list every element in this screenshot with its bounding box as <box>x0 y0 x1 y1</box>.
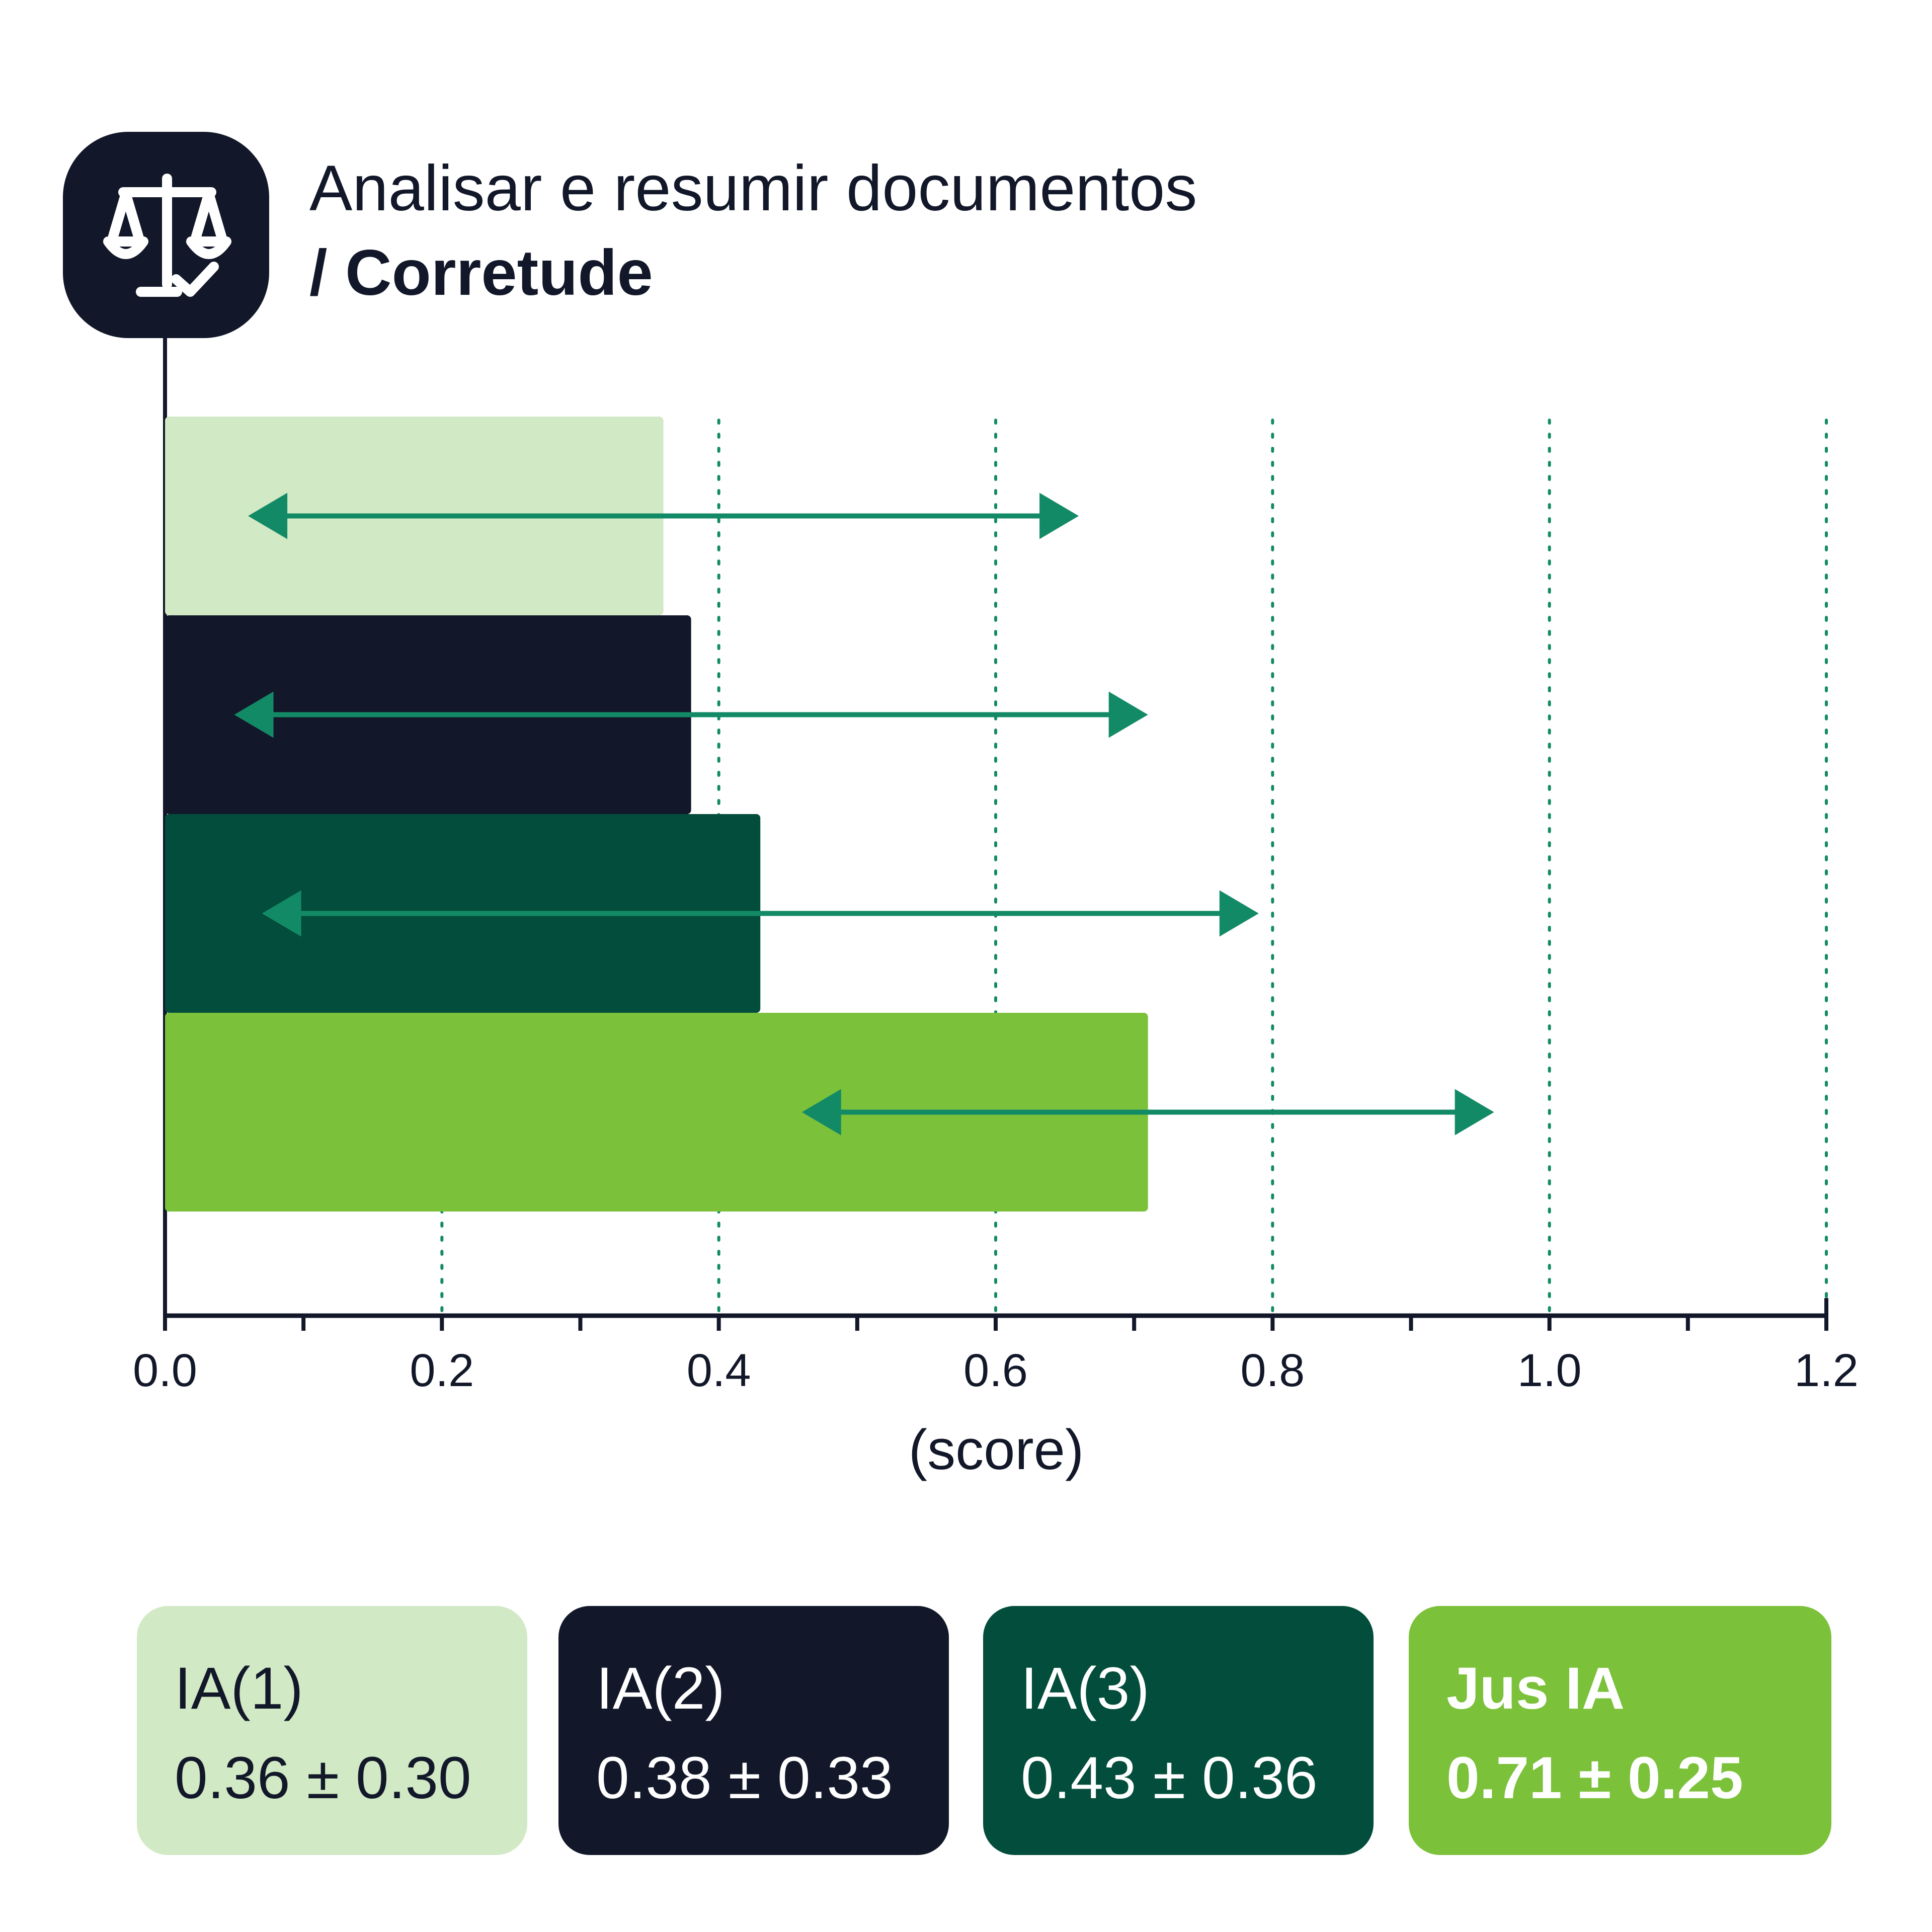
scales-check-icon <box>63 132 269 338</box>
error-arrow-head-left <box>234 691 274 738</box>
error-arrow <box>234 691 1148 738</box>
x-axis-label: (score) <box>909 1418 1084 1481</box>
legend-card-ia1: IA(1) 0.36 ± 0.30 <box>137 1606 527 1855</box>
legend-label: IA(2) <box>596 1655 725 1722</box>
error-arrow-head-left <box>262 890 301 937</box>
bar <box>165 1013 1148 1212</box>
legend-value: 0.71 ± 0.25 <box>1446 1745 1743 1811</box>
bars <box>165 417 1148 1212</box>
chart-title: Analisar e resumir documentos <box>309 152 1197 224</box>
legend-label: IA(1) <box>175 1655 303 1722</box>
error-arrows <box>234 493 1494 1136</box>
legend-value: 0.43 ± 0.36 <box>1021 1745 1318 1811</box>
legend-label: IA(3) <box>1021 1655 1150 1722</box>
error-arrow-head-right <box>1219 890 1259 937</box>
legend: IA(1) 0.36 ± 0.30 IA(2) 0.38 ± 0.33 IA(3… <box>137 1606 1847 1855</box>
x-tick-label: 0.6 <box>963 1345 1028 1396</box>
legend-value: 0.38 ± 0.33 <box>596 1745 893 1811</box>
error-arrow <box>248 493 1079 539</box>
x-tick-label: 1.0 <box>1517 1345 1582 1396</box>
error-arrow-head-left <box>248 493 288 539</box>
chart-subtitle: / Corretude <box>309 237 653 309</box>
legend-card-ia3: IA(3) 0.43 ± 0.36 <box>983 1606 1374 1855</box>
error-arrow-head-right <box>1039 493 1079 539</box>
legend-value: 0.36 ± 0.30 <box>175 1745 471 1811</box>
x-axis: 0.0 0.2 0.4 0.6 0.8 1.0 1.2 <box>133 1298 1859 1396</box>
error-arrow-head-left <box>801 1089 841 1136</box>
x-tick-label: 0.8 <box>1240 1345 1305 1396</box>
x-tick-label: 0.2 <box>410 1345 474 1396</box>
legend-card-ia2: IA(2) 0.38 ± 0.33 <box>558 1606 949 1855</box>
x-tick-label: 0.4 <box>687 1345 751 1396</box>
legend-label: Jus IA <box>1446 1655 1625 1722</box>
x-tick-label: 1.2 <box>1794 1345 1859 1396</box>
x-tick-label: 0.0 <box>133 1345 197 1396</box>
error-arrow <box>801 1089 1494 1136</box>
legend-card-jus-ia: Jus IA 0.71 ± 0.25 <box>1409 1606 1831 1855</box>
error-arrow <box>262 890 1259 937</box>
error-arrow-head-right <box>1108 691 1148 738</box>
error-arrow-head-right <box>1455 1089 1494 1136</box>
